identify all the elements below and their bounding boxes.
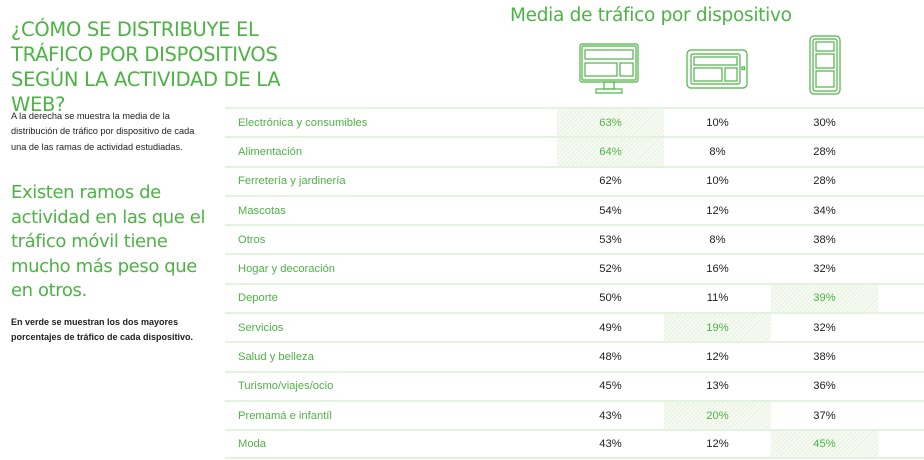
mobile-value: 45% (771, 431, 878, 457)
desktop-value: 49% (599, 321, 622, 334)
desktop-value: 52% (599, 263, 622, 276)
category-label: Electrónica y consumibles (238, 116, 368, 129)
table-row: Ferretería y jardinería 62% 10% 28% (225, 165, 924, 195)
mobile-icon (809, 35, 841, 95)
mobile-value: 28% (813, 175, 836, 188)
category-label: Salud y belleza (238, 351, 314, 364)
desktop-value: 43% (599, 409, 622, 422)
tablet-value: 19% (664, 314, 771, 342)
chart-title: Media de tráfico por dispositivo (510, 5, 792, 26)
desktop-value: 62% (599, 175, 622, 188)
headline-text: Existen ramos de actividad en las que el… (11, 182, 206, 301)
table-row: Alimentación 64% 8% 28% (225, 136, 924, 166)
tablet-icon (686, 49, 748, 89)
mobile-value: 39% (771, 284, 878, 313)
tablet-value: 8% (709, 145, 726, 158)
table-row: Electrónica y consumibles 63% 10% 30% (225, 107, 924, 137)
table-row: Salud y belleza 48% 12% 38% (225, 341, 924, 370)
table-row: Servicios 49% 19% 32% (225, 312, 924, 342)
category-label: Otros (238, 233, 266, 246)
tablet-value: 12% (706, 204, 729, 217)
table-row: Otros 53% 8% 38% (225, 224, 924, 253)
tablet-value: 8% (709, 233, 726, 246)
tablet-value: 12% (706, 437, 729, 450)
legend-note: En verde se muestran los dos mayores por… (11, 317, 194, 342)
category-label: Moda (238, 437, 266, 450)
tablet-value: 10% (706, 116, 729, 129)
desktop-value: 53% (599, 233, 622, 246)
page-title: ¿Cómo se distribuye el tráfico por dispo… (11, 18, 281, 116)
desktop-value: 48% (599, 351, 622, 364)
desktop-icon (579, 43, 639, 94)
desktop-value: 64% (557, 138, 664, 166)
table-row: Moda 43% 12% 45% (225, 429, 924, 459)
desktop-value: 45% (599, 380, 622, 393)
tablet-value: 20% (664, 401, 771, 430)
category-label: Servicios (238, 321, 284, 334)
mobile-value: 34% (813, 204, 836, 217)
mobile-value: 36% (813, 380, 836, 393)
category-label: Deporte (238, 292, 278, 305)
table-row: Premamá e infantíl 43% 20% 37% (225, 399, 924, 430)
category-label: Premamá e infantíl (238, 409, 332, 422)
table-row: Turismo/viajes/ocio 45% 13% 36% (225, 370, 924, 400)
desktop-value: 63% (557, 109, 664, 137)
mobile-value: 32% (813, 321, 836, 334)
mobile-value: 28% (813, 145, 836, 158)
category-label: Mascotas (238, 204, 286, 217)
desktop-value: 54% (599, 204, 622, 217)
table-row: Deporte 50% 11% 39% (225, 282, 924, 313)
mobile-value: 38% (813, 351, 836, 364)
mobile-value: 32% (813, 263, 836, 276)
tablet-value: 16% (706, 263, 729, 276)
tablet-value: 11% (706, 292, 729, 305)
desktop-value: 43% (599, 437, 622, 450)
tablet-value: 12% (706, 351, 729, 364)
intro-text: A la derecha se muestra la media de la d… (11, 111, 195, 152)
tablet-value: 10% (706, 175, 729, 188)
table-row: Mascotas 54% 12% 34% (225, 194, 924, 224)
mobile-value: 38% (813, 233, 836, 246)
desktop-value: 50% (599, 292, 622, 305)
category-label: Alimentación (238, 145, 303, 158)
mobile-value: 37% (813, 409, 836, 422)
table-row: Hogar y decoración 52% 16% 32% (225, 253, 924, 282)
tablet-value: 13% (706, 380, 729, 393)
category-label: Ferretería y jardinería (238, 175, 346, 188)
category-label: Turismo/viajes/ocio (238, 380, 334, 393)
mobile-value: 30% (813, 116, 836, 129)
category-label: Hogar y decoración (238, 263, 336, 276)
traffic-table: Electrónica y consumibles 63% 10% 30% Al… (225, 107, 924, 459)
